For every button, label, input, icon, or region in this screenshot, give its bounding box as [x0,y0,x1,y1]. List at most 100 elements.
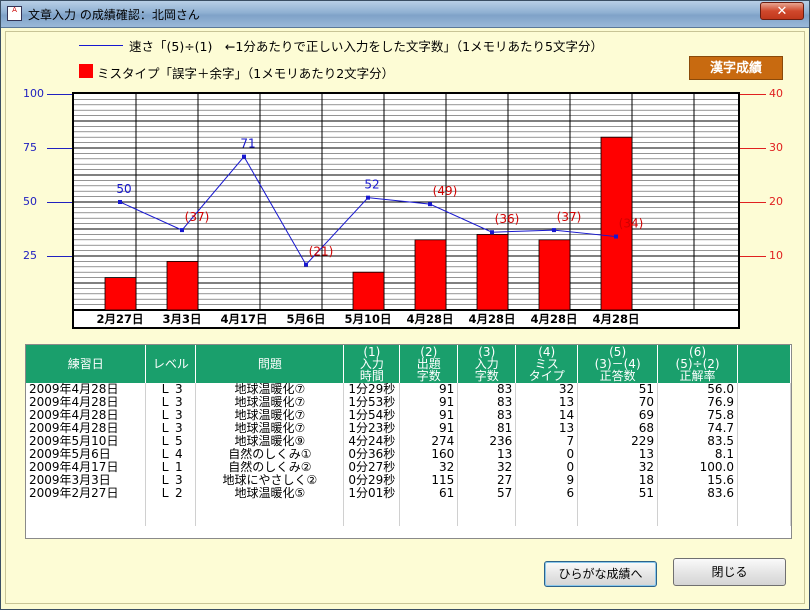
table-cell: 15.6 [657,474,739,487]
table-cell: 0 [515,461,579,474]
table-row[interactable]: 2009年4月28日 Ｌ 3 地球温暖化⑦ 1分29秒 91 83 32 51 56.0 [26,383,791,396]
x-tick-label: 4月28日 [468,312,515,326]
table-header-cell[interactable]: (5) (3)－(4) 正答数 [577,345,659,383]
table-cell: 32 [577,461,659,474]
title-bar[interactable]: A 文章入力 の成績確認：北岡さん ✕ [1,1,809,28]
table-cell: 83.6 [657,487,739,500]
table-row[interactable]: 2009年4月28日 Ｌ 3 地球温暖化⑦ 1分23秒 91 81 13 68 74.7 [26,422,791,435]
close-button[interactable]: 閉じる [673,558,786,586]
table-cell [737,461,791,474]
table-cell: 地球にやさしく② [195,474,345,487]
table-header-cell[interactable]: (1) 入力 時間 [343,345,401,383]
table-cell: 57 [457,487,517,500]
table-header-label: タイプ [528,369,565,383]
table-header-row: 練習日 レベル 問題 (1) 入力 時間 (2) 出題 字数 (3) 入力 字数 (4) ミス タイプ (5)… [26,345,791,383]
table-row[interactable]: 2009年3月3日 Ｌ 3 地球にやさしく② 0分29秒 115 27 9 18 15.6 [26,474,791,487]
table-cell: 4分24秒 [343,435,401,448]
table-header-label: 出題 [416,357,441,371]
speed-point [118,200,122,204]
table-cell: 2009年2月27日 [26,487,147,500]
table-header-cell[interactable]: (3) 入力 字数 [457,345,517,383]
left-axis-tick: 100 [23,87,44,100]
x-tick-label: 4月28日 [592,312,639,326]
table-cell: 14 [515,409,579,422]
table-cell [26,500,147,513]
table-cell: 2009年4月28日 [26,409,147,422]
table-cell [145,500,197,513]
table-row[interactable]: 2009年2月27日 Ｌ 2 地球温暖化⑤ 1分01秒 61 57 6 51 83.6 [26,487,791,500]
table-cell [737,448,791,461]
table-cell: 274 [399,435,459,448]
table-cell: 160 [399,448,459,461]
table-cell [343,500,401,513]
table-header-label: 正解率 [679,369,716,383]
table-cell: 7 [515,435,579,448]
left-axis-tick: 25 [23,249,37,262]
table-row[interactable]: 2009年5月10日 Ｌ 5 地球温暖化⑨ 4分24秒 274 236 7 229 83.5 [26,435,791,448]
table-cell: 61 [399,487,459,500]
table-cell: 18 [577,474,659,487]
table-cell: 8.1 [657,448,739,461]
speed-point [614,234,618,239]
speed-point [180,228,184,233]
left-axis-tick-mark [47,94,72,95]
speed-data-label: (37) [185,210,210,224]
right-axis-tick: 20 [769,195,783,208]
table-row[interactable]: 2009年4月28日 Ｌ 3 地球温暖化⑦ 1分53秒 91 83 13 70 76.9 [26,396,791,409]
table-row[interactable]: 2009年5月6日 Ｌ 4 自然のしくみ① 0分36秒 160 13 0 13 8.1 [26,448,791,461]
table-row[interactable]: 2009年4月17日 Ｌ 1 自然のしくみ② 0分27秒 32 32 0 32 100.0 [26,461,791,474]
table-header-cell[interactable]: 問題 [195,345,345,383]
kanji-results-button[interactable]: 漢字成績 [689,56,783,80]
table-cell: 100.0 [657,461,739,474]
table-cell: 13 [577,448,659,461]
results-table-grid: 練習日 レベル 問題 (1) 入力 時間 (2) 出題 字数 (3) 入力 字数 (4) ミス タイプ (5)… [26,345,791,526]
table-cell: 83 [457,409,517,422]
window-close-button[interactable]: ✕ [760,2,804,20]
right-axis-tick-mark [740,202,766,203]
table-cell: 91 [399,409,459,422]
speed-data-label: (21) [309,245,334,259]
table-header-cell[interactable]: (2) 出題 字数 [399,345,459,383]
table-cell: 27 [457,474,517,487]
speed-data-label: 52 [364,178,379,192]
table-header-cell[interactable]: (6) (5)÷(2) 正解率 [657,345,739,383]
table-cell: 0分27秒 [343,461,401,474]
hiragana-results-button[interactable]: ひらがな成績へ [544,561,657,587]
table-header-label: 正答数 [599,369,636,383]
table-cell: 83 [457,383,517,396]
table-header-cell[interactable]: (4) ミス タイプ [515,345,579,383]
table-header-label: 問題 [257,357,282,371]
table-header-label: 入力 [359,357,384,371]
table-cell: 2009年5月10日 [26,435,147,448]
table-cell [737,383,791,396]
right-axis-tick: 10 [769,249,783,262]
right-axis-tick-mark [740,256,766,257]
table-row-empty [26,513,791,526]
table-cell [737,500,791,513]
table-header-cell[interactable]: レベル [145,345,197,383]
table-cell: 2009年4月28日 [26,422,147,435]
table-cell [737,422,791,435]
table-cell: 68 [577,422,659,435]
table-cell: 13 [515,422,579,435]
speed-point [304,262,308,267]
table-cell: 83 [457,396,517,409]
table-cell [457,500,517,513]
table-cell [577,513,659,526]
table-cell [399,513,459,526]
left-axis-tick-mark [47,202,72,203]
results-table[interactable]: 練習日 レベル 問題 (1) 入力 時間 (2) 出題 字数 (3) 入力 字数 (4) ミス タイプ (5)… [25,344,792,539]
speed-data-label: 50 [116,182,131,196]
table-row[interactable]: 2009年4月28日 Ｌ 3 地球温暖化⑦ 1分54秒 91 83 14 69 75.8 [26,409,791,422]
table-cell: 1分53秒 [343,396,401,409]
table-cell: 81 [457,422,517,435]
speed-data-label: (36) [495,212,520,226]
table-header-cell[interactable]: 練習日 [26,345,147,383]
table-cell [737,435,791,448]
table-cell: 32 [515,383,579,396]
table-cell: 0 [515,448,579,461]
table-header-label: (2) [420,345,438,359]
right-axis-tick: 30 [769,141,783,154]
table-header-label: (4) [538,345,556,359]
